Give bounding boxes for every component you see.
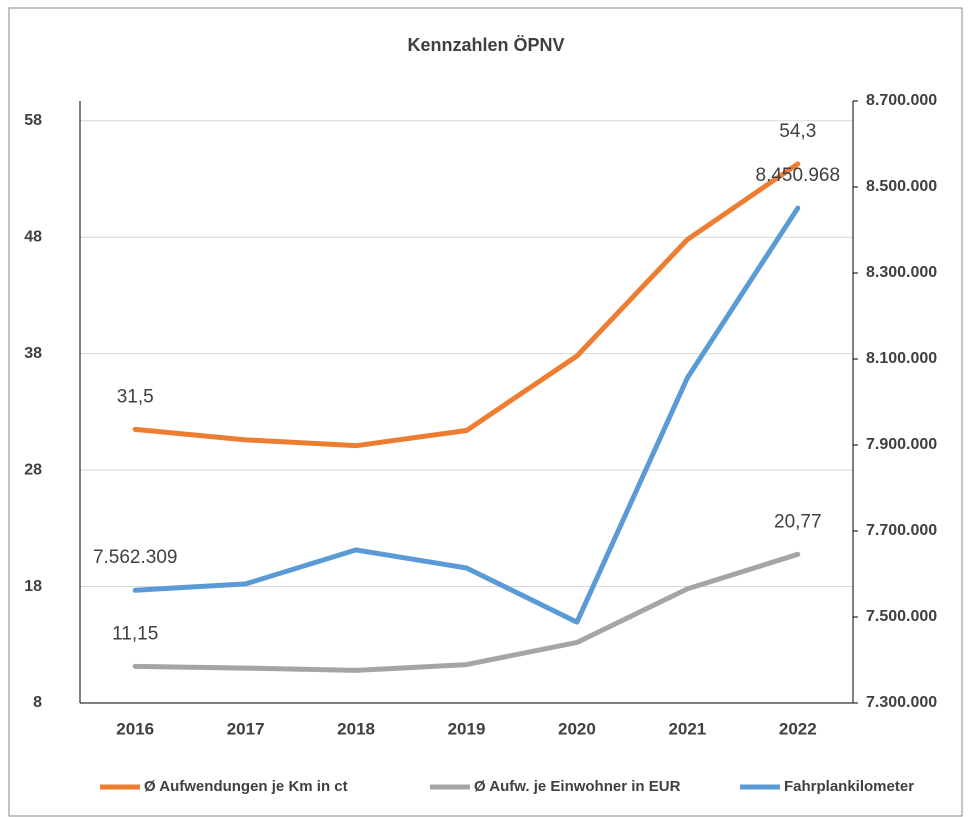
x-tick-label: 2022: [779, 719, 817, 738]
x-tick-label: 2017: [227, 719, 265, 738]
data-label: 8.450.968: [756, 165, 841, 186]
line: [132, 161, 801, 449]
y2-tick-label: 7.500.000: [866, 608, 937, 625]
line: [132, 551, 801, 673]
x-tick-label: 2021: [668, 719, 706, 738]
data-label: 20,77: [774, 511, 822, 532]
y2-tick-label: 7.700.000: [866, 522, 937, 539]
y2-tick-label: 8.100.000: [866, 350, 937, 367]
data-label: 54,3: [779, 121, 816, 142]
data-label: 7.562.309: [93, 547, 178, 568]
y2-tick-label: 7.900.000: [866, 436, 937, 453]
x-tick-label: 2018: [337, 719, 375, 738]
y2-tick-label: 8.700.000: [866, 92, 937, 109]
y-tick-label: 38: [24, 345, 42, 362]
x-tick-label: 2020: [558, 719, 596, 738]
y-tick-label: 18: [24, 578, 42, 595]
y2-tick-label: 8.300.000: [866, 264, 937, 281]
chart-frame: [8, 7, 963, 817]
y2-tick-label: 8.500.000: [866, 178, 937, 195]
legend-label: Ø Aufw. je Einwohner in EUR: [474, 778, 681, 795]
x-tick-label: 2019: [448, 719, 486, 738]
y-tick-label: 28: [24, 461, 42, 478]
data-label: 11,15: [112, 623, 158, 644]
y2-tick-label: 7.300.000: [866, 694, 937, 711]
y-tick-label: 58: [24, 112, 42, 129]
x-tick-label: 2016: [116, 719, 154, 738]
legend-label: Ø Aufwendungen je Km in ct: [144, 778, 348, 795]
chart-title: Kennzahlen ÖPNV: [407, 35, 564, 55]
data-label: 31,5: [117, 386, 154, 407]
line: [132, 205, 801, 625]
y-tick-label: 48: [24, 228, 42, 245]
y-tick-label: 8: [33, 694, 42, 711]
legend-label: Fahrplankilometer: [784, 778, 914, 795]
